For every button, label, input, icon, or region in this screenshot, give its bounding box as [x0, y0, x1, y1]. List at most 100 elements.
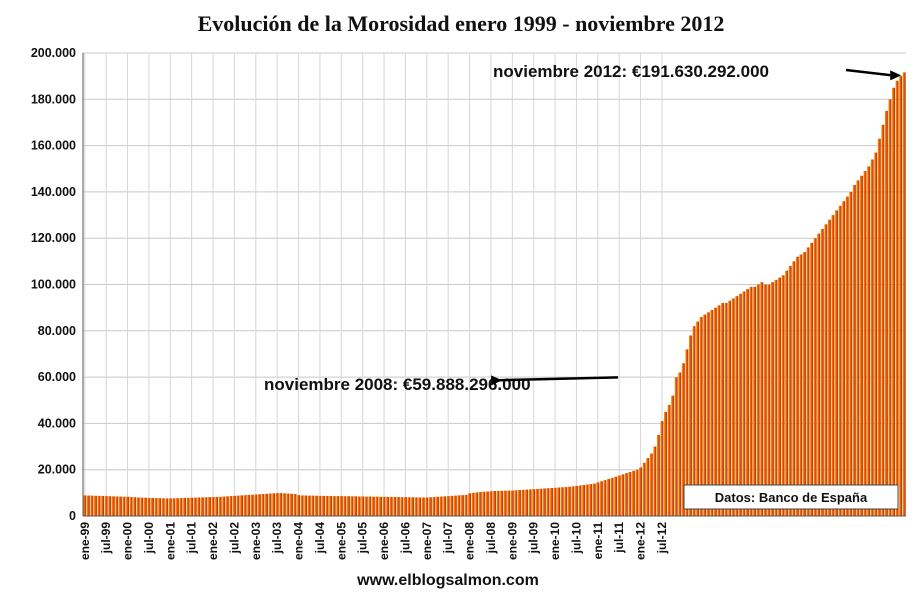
bar: [795, 256, 799, 516]
x-tick-label: ene-00: [121, 522, 135, 560]
bar: [724, 303, 728, 516]
bar: [108, 496, 112, 516]
bar: [820, 228, 824, 516]
bar: [200, 497, 204, 516]
bar: [493, 490, 496, 516]
arrowhead-nov-2012: [890, 70, 902, 81]
bar: [749, 286, 753, 516]
bar: [867, 166, 871, 516]
bar: [813, 238, 817, 516]
bar: [172, 498, 176, 516]
bar: [307, 495, 311, 516]
bar: [884, 110, 888, 516]
bar: [154, 498, 158, 516]
bar: [756, 284, 760, 516]
annotation-nov-2012: noviembre 2012: €191.630.292.000: [493, 62, 769, 81]
bar: [118, 496, 122, 516]
arrow-nov-2012: [845, 68, 893, 77]
bar: [279, 493, 283, 516]
bar: [574, 485, 578, 516]
bar: [610, 477, 614, 516]
bar: [592, 483, 596, 516]
x-tick-label: jul-99: [99, 522, 113, 555]
y-tick-label: 20.000: [38, 463, 76, 477]
bar: [628, 472, 632, 516]
bar: [785, 270, 789, 516]
bar: [411, 497, 415, 516]
bar: [222, 496, 226, 516]
bar: [478, 491, 482, 516]
bar: [870, 159, 874, 517]
x-tick-label: ene-04: [292, 522, 306, 560]
bar: [888, 99, 892, 517]
bar: [646, 458, 650, 516]
bar: [425, 497, 429, 516]
bar: [503, 490, 507, 516]
bar: [175, 498, 179, 516]
bar: [350, 496, 354, 516]
bar: [475, 492, 479, 516]
x-tick-label: ene-12: [634, 522, 648, 560]
bar: [183, 497, 186, 516]
bar: [133, 497, 137, 516]
bar: [664, 411, 667, 516]
bar: [553, 487, 557, 516]
bar: [90, 495, 94, 516]
bar: [432, 497, 436, 516]
bar: [215, 496, 219, 516]
bar: [895, 80, 899, 516]
bar: [389, 496, 393, 516]
y-tick-labels: 0 20.000 40.000 60.000 80.000 100.000 120.000 1…: [31, 46, 76, 523]
bar: [806, 247, 810, 516]
bar: [336, 496, 340, 516]
bar: [738, 293, 742, 516]
bar: [304, 495, 308, 516]
bar: [617, 475, 621, 516]
bar: [585, 484, 589, 516]
bar: [589, 484, 593, 516]
bar: [624, 473, 628, 516]
bar: [204, 497, 208, 516]
bar: [86, 495, 90, 516]
bar: [849, 191, 853, 516]
bar: [842, 201, 846, 516]
arrow-nov-2008: [493, 376, 619, 382]
bar: [607, 478, 610, 516]
bar: [403, 497, 407, 516]
y-tick-label: 180.000: [31, 92, 76, 106]
bar: [354, 496, 358, 516]
bar: [368, 496, 372, 516]
bar: [525, 489, 529, 516]
bar: [293, 494, 297, 516]
bar: [418, 497, 422, 516]
bar: [282, 493, 286, 516]
bar: [457, 495, 461, 516]
bar: [489, 491, 493, 516]
bar: [542, 488, 546, 516]
bar: [101, 495, 105, 516]
x-tick-label: jul-05: [356, 522, 370, 555]
bar: [817, 233, 821, 516]
bar: [436, 496, 439, 516]
x-tick-label: ene-99: [78, 522, 92, 560]
bar: [232, 495, 236, 516]
bar: [297, 495, 301, 516]
bar: [550, 487, 553, 516]
bar: [770, 282, 774, 516]
bar: [94, 495, 97, 516]
bar: [343, 496, 347, 516]
bar: [899, 76, 903, 517]
axes: [82, 53, 906, 517]
y-tick-label: 60.000: [38, 370, 76, 384]
bars: [83, 72, 906, 517]
x-tick-label: ene-06: [377, 522, 391, 560]
bar: [596, 482, 600, 516]
bar: [571, 486, 575, 516]
y-tick-label: 160.000: [31, 139, 76, 153]
bar: [649, 453, 653, 516]
bar: [774, 279, 778, 516]
bar: [763, 284, 767, 516]
bar: [136, 497, 140, 516]
x-tick-label: ene-11: [591, 522, 605, 560]
y-tick-label: 40.000: [38, 416, 76, 430]
